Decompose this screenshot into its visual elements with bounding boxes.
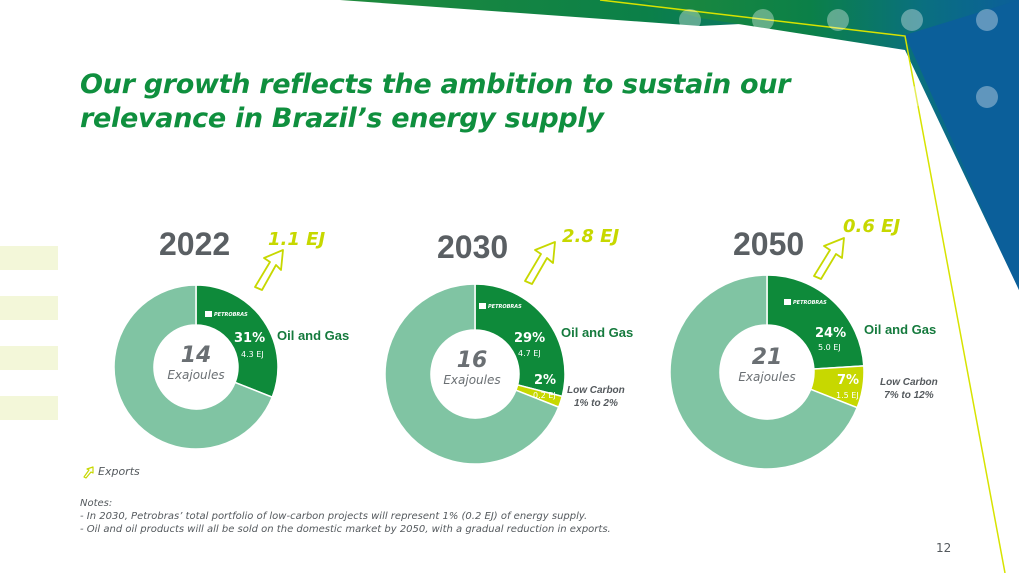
exports-value-2050: 0.6 EJ [843,216,901,237]
low-carbon-range-2030: 1% to 2% [573,398,618,409]
exports-value-2030: 2.8 EJ [562,226,620,247]
oil-gas-label-2022: Oil and Gas [277,328,350,343]
exports-value-2022: 1.1 EJ [268,229,326,250]
svg-text:PETROBRAS: PETROBRAS [793,300,827,306]
page-title: Our growth reflects the ambition to sust… [80,68,791,136]
donut-segment-oil-and-gas-2050 [766,274,865,370]
donut-segment-other-2030 [384,283,560,465]
title-line-2: relevance in Brazil’s energy supply [80,103,604,134]
year-label-2022: 2022 [159,226,231,262]
notes-line-1: - In 2030, Petrobras’ total portfolio of… [80,511,588,522]
exports-legend-label: Exports [98,465,140,478]
total-unit-2022: Exajoules [167,368,225,382]
year-label-2030: 2030 [437,229,509,265]
exports-legend: Exports [82,465,140,479]
page-number: 12 [936,541,952,555]
left-stripes [0,246,58,420]
oil-gas-ej-2030: 4.7 EJ [518,349,541,358]
total-energy-2030: 16 Exajoules [432,348,512,388]
notes: Notes: - In 2030, Petrobras’ total portf… [80,497,611,536]
right-blue-triangle [905,0,1019,290]
oil-gas-ej-2022: 4.3 EJ [241,350,264,359]
petrobras-logo-2022: PETROBRAS [205,311,248,318]
low-carbon-legend-2050: Low Carbon 7% to 12% [880,376,938,402]
yellow-accent-line [599,0,1006,573]
total-unit-2030: Exajoules [443,373,501,387]
total-value-2030: 16 [456,348,488,373]
petrobras-logo-2030: PETROBRAS [479,303,522,310]
donut-segment-other-2022 [113,284,274,450]
oil-gas-pct-2022: 31% [234,331,266,346]
low-carbon-ej-2030: 0.2 EJ [533,391,556,400]
donut-segment-oil-and-gas-2030 [474,283,566,398]
low-carbon-ej-2050: 1.5 EJ [836,391,859,400]
decorative-dots [679,9,998,108]
oil-gas-pct-2050: 24% [815,326,847,341]
exports-arrow-2022 [254,249,284,291]
donut-segment-oil-and-gas-2022 [195,284,279,399]
oil-gas-label-2050: Oil and Gas [864,322,937,337]
exports-arrow-2030 [524,241,556,285]
low-carbon-pct-2050: 7% [837,373,860,388]
svg-text:PETROBRAS: PETROBRAS [214,312,248,318]
notes-line-2: - Oil and oil products will all be sold … [80,524,611,535]
title-line-1: Our growth reflects the ambition to sust… [80,69,791,100]
petrobras-logo-2050: PETROBRAS [784,299,827,306]
low-carbon-range-2050: 7% to 12% [884,390,934,401]
oil-gas-label-2030: Oil and Gas [561,325,634,340]
total-energy-2022: 14 Exajoules [156,343,236,383]
total-unit-2050: Exajoules [738,370,796,384]
svg-text:PETROBRAS: PETROBRAS [488,304,522,310]
notes-heading: Notes: [80,498,113,509]
low-carbon-pct-2030: 2% [534,373,557,388]
total-value-2022: 14 [180,343,212,368]
low-carbon-label-2030: Low Carbon [567,385,625,396]
donut-segment-other-2050 [669,274,859,470]
oil-gas-ej-2050: 5.0 EJ [818,343,841,352]
exports-arrow-2050 [813,237,845,280]
low-carbon-legend-2030: Low Carbon 1% to 2% [567,384,625,410]
total-energy-2050: 21 Exajoules [727,345,807,385]
oil-gas-pct-2030: 29% [514,331,546,346]
low-carbon-label-2050: Low Carbon [880,377,938,388]
year-label-2050: 2050 [733,226,805,262]
exports-arrow-icon [83,466,94,479]
total-value-2050: 21 [751,345,783,370]
